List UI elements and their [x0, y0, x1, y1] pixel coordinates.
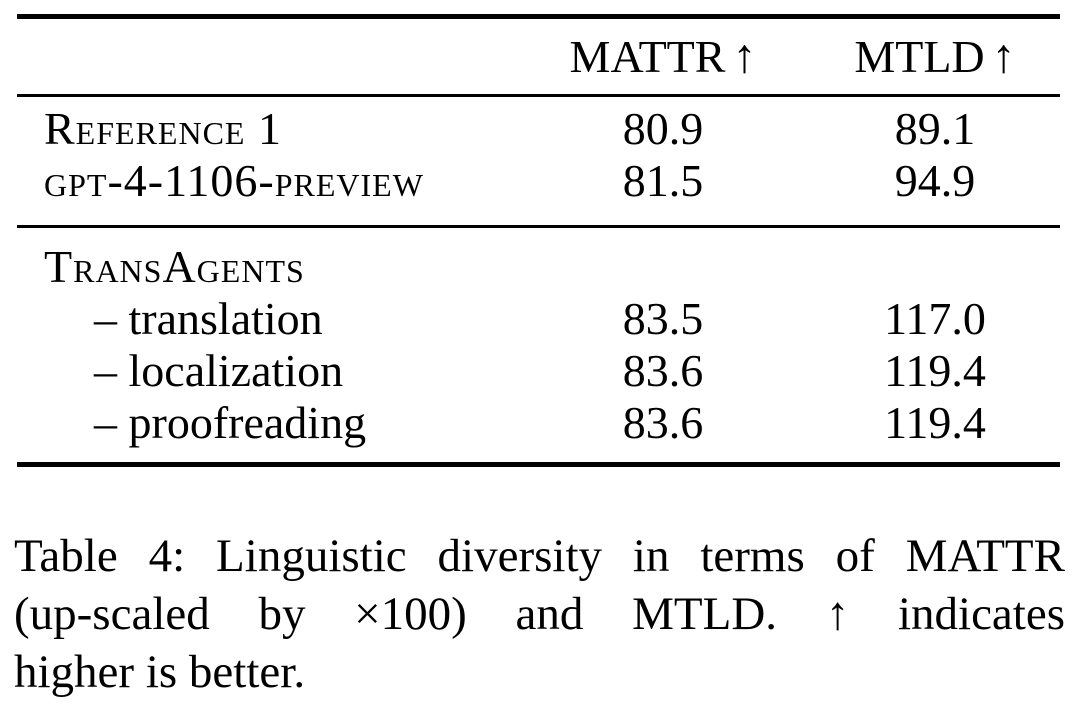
table-4: MATTR ↑ MTLD ↑ Reference 1 80.9 89.1 gpt-4… [17, 14, 1060, 467]
row-label: – localization [94, 345, 344, 396]
up-arrow-icon: ↑ [991, 30, 1016, 83]
mattr-value: 81.5 [622, 155, 704, 206]
row-label: – proofreading [94, 397, 367, 448]
caption-line: higher is better. [14, 646, 306, 698]
table-top-rule [17, 14, 1060, 19]
mattr-value: 80.9 [622, 103, 704, 154]
group-label: TransAgents [44, 241, 305, 292]
table-bottom-rule [17, 462, 1060, 467]
table-section-baselines: Reference 1 80.9 89.1 gpt-4-1106-preview… [17, 97, 1060, 225]
up-arrow-icon: ↑ [732, 30, 757, 83]
caption-line: (up-scaled by ×100) and MTLD. ↑ indicate… [14, 588, 1065, 640]
mtld-value: 119.4 [884, 345, 986, 396]
table-row-reference-1: Reference 1 80.9 89.1 [17, 103, 1060, 155]
mattr-value-empty [516, 241, 810, 293]
table-row-proofreading: – proofreading 83.6 119.4 [17, 397, 1060, 449]
column-header-mtld-label: MTLD [854, 31, 985, 82]
column-header-mattr: MATTR ↑ [516, 29, 810, 84]
mtld-value-empty [810, 241, 1060, 293]
row-label: – translation [94, 293, 323, 344]
table-section-transagents: TransAgents – translation 83.5 117.0 – l… [17, 228, 1060, 462]
row-label: Reference 1 [44, 103, 282, 154]
mattr-value: 83.6 [622, 397, 704, 448]
table-row-gpt-4-1106-preview: gpt-4-1106-preview 81.5 94.9 [17, 155, 1060, 207]
mtld-value: 117.0 [884, 293, 986, 344]
table-header-row: MATTR ↑ MTLD ↑ [17, 19, 1060, 94]
row-label: gpt-4-1106-preview [44, 155, 424, 206]
column-header-mtld: MTLD ↑ [810, 29, 1060, 84]
table-caption: Table 4: Linguistic diversity in terms o… [14, 527, 1065, 701]
table-header-rule [17, 94, 1060, 97]
mtld-value: 94.9 [894, 155, 976, 206]
caption-line: Table 4: Linguistic diversity in terms o… [14, 530, 1065, 582]
mtld-value: 89.1 [894, 103, 976, 154]
table-row-transagents-group: TransAgents [17, 241, 1060, 293]
table-mid-rule [17, 225, 1060, 228]
column-header-mattr-label: MATTR [569, 31, 726, 82]
mattr-value: 83.5 [622, 293, 704, 344]
table-row-localization: – localization 83.6 119.4 [17, 345, 1060, 397]
mtld-value: 119.4 [884, 397, 986, 448]
table-row-translation: – translation 83.5 117.0 [17, 293, 1060, 345]
mattr-value: 83.6 [622, 345, 704, 396]
